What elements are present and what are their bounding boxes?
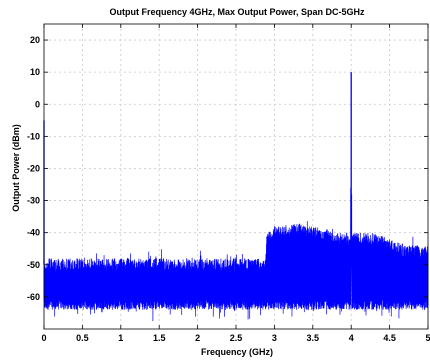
y-tick-label-1: -50 (27, 260, 40, 270)
x-tick-label-0: 0 (41, 333, 46, 343)
x-tick-label-2: 1 (118, 333, 123, 343)
x-tick-label-7: 3.5 (307, 333, 320, 343)
x-tick-label-4: 2 (195, 333, 200, 343)
x-tick-label-3: 1.5 (153, 333, 166, 343)
spectrum-trace (43, 187, 429, 322)
chart-title: Output Frequency 4GHz, Max Output Power,… (109, 7, 365, 17)
y-axis-title: Output Power (dBm) (11, 124, 21, 212)
y-tick-label-8: 20 (30, 35, 40, 45)
x-tick-label-1: 0.5 (76, 333, 89, 343)
y-tick-label-0: -60 (27, 292, 40, 302)
y-tick-label-6: 0 (35, 99, 40, 109)
x-tick-label-10: 5 (425, 333, 430, 343)
x-tick-label-5: 2.5 (230, 333, 243, 343)
x-tick-label-8: 4 (349, 333, 354, 343)
x-tick-label-9: 4.5 (383, 333, 396, 343)
x-tick-label-6: 3 (272, 333, 277, 343)
y-tick-label-2: -40 (27, 228, 40, 238)
y-tick-label-4: -20 (27, 163, 40, 173)
y-tick-label-3: -30 (27, 196, 40, 206)
y-tick-label-7: 10 (30, 67, 40, 77)
x-tick-layer: 0 0.5 1 1.5 2 2.5 3 3.5 4 4.5 5 (41, 24, 430, 343)
y-tick-layer: -60 -50 -40 -30 -20 -10 0 10 20 (27, 35, 428, 302)
x-axis-title: Frequency (GHz) (201, 347, 273, 357)
y-tick-label-5: -10 (27, 131, 40, 141)
